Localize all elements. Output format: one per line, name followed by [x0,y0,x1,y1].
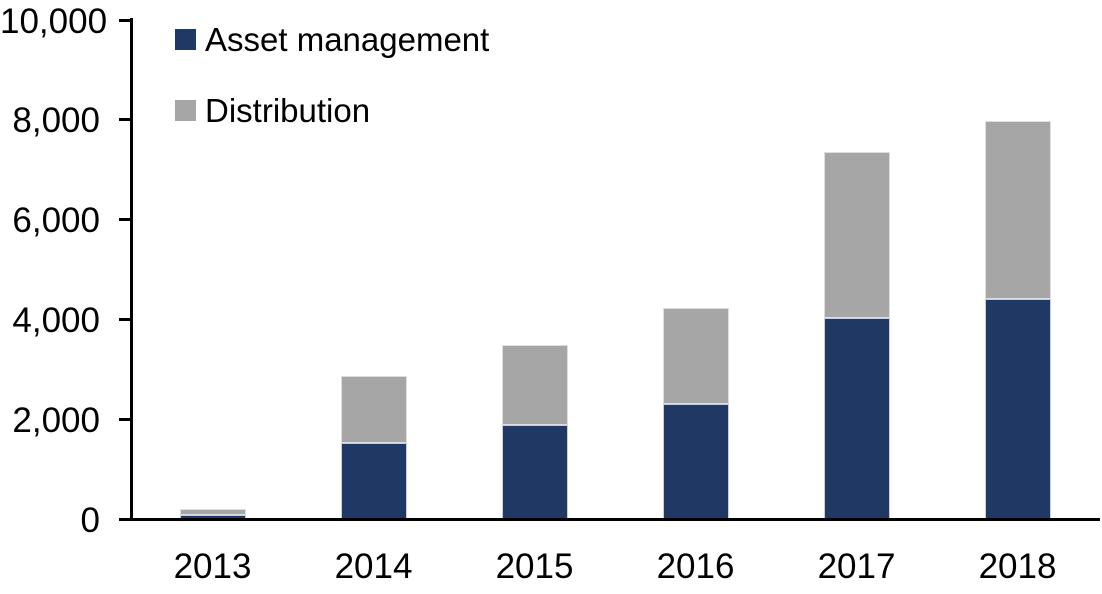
x-tick-label-2016: 2016 [656,547,735,586]
y-tick [119,18,131,22]
bar-2015-asset-management [501,425,568,519]
y-tick-label: 0 [80,500,100,540]
bar-2013-distribution [179,508,246,515]
y-tick [119,317,131,321]
x-tick-label-2017: 2017 [817,547,896,586]
y-tick-label: 10,000 [0,1,108,41]
bar-2016-asset-management [662,404,729,519]
bar-2014-asset-management [340,442,407,519]
bar-2017-distribution [823,151,890,318]
x-tick-label-2018: 2018 [978,547,1057,586]
y-tick [119,517,131,521]
bar-2014-distribution [340,375,407,443]
y-tick [119,218,131,222]
y-axis-line [130,18,133,521]
y-tick-label: 6,000 [12,201,100,241]
legend-swatch-asset-management-icon [175,28,196,50]
x-axis-line [130,518,1100,521]
y-tick-label: 8,000 [12,101,100,141]
y-tick [119,417,131,421]
x-tick-label-2015: 2015 [495,547,574,586]
bar-2018-distribution [984,120,1051,300]
y-tick-label: 4,000 [12,300,100,340]
x-tick-label-2014: 2014 [334,547,413,586]
legend-item-distribution: Distribution [175,94,489,127]
bar-2018-asset-management [984,299,1051,519]
plot-area [132,20,1098,519]
legend-swatch-distribution-icon [175,99,196,121]
legend-label-distribution: Distribution [205,91,371,129]
y-tick-label: 2,000 [12,400,100,440]
bar-2017-asset-management [823,317,890,519]
y-tick [119,118,131,122]
legend: Asset management Distribution [175,23,489,169]
bar-2015-distribution [501,344,568,426]
legend-item-asset-management: Asset management [175,23,489,56]
x-tick-label-2013: 2013 [173,547,252,586]
bar-2016-distribution [662,307,729,405]
legend-label-asset-management: Asset management [205,20,490,58]
